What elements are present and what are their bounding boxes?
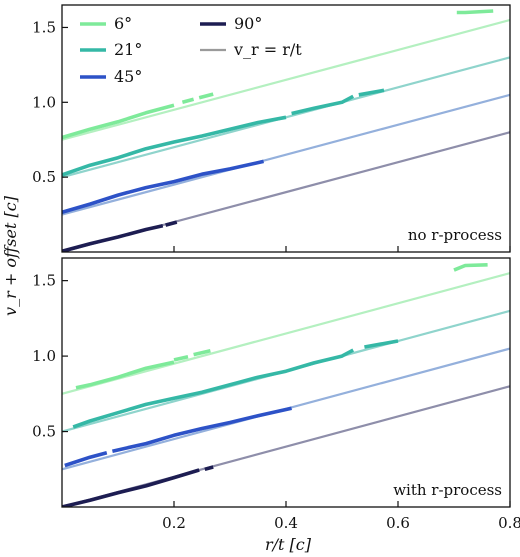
series-2-segment-0 xyxy=(62,159,264,215)
series-1-segment-1 xyxy=(364,339,399,349)
series-0-segment-2 xyxy=(198,92,214,100)
y-axis-label: v_r + offset [c] xyxy=(1,195,20,316)
reference-line-2 xyxy=(62,93,510,216)
x-tick-label-0: 0.2 xyxy=(162,514,186,532)
legend-label-2: 45° xyxy=(114,67,142,86)
series-0-segment-0 xyxy=(75,360,175,390)
legend-label-0: 6° xyxy=(114,14,132,33)
series-0-segment-2 xyxy=(193,349,211,357)
y-tick-label-2: 1.5 xyxy=(32,18,56,36)
series-3-segment-1 xyxy=(204,465,214,472)
panel-label: with r-process xyxy=(393,481,502,499)
series-3-segment-0 xyxy=(62,468,200,507)
x-axis-label: r/t [c] xyxy=(265,535,312,554)
legend-label-4: v_r = r/t xyxy=(233,40,302,59)
series-0-segment-1 xyxy=(181,97,195,105)
series-0-segment-0 xyxy=(62,103,175,140)
series-0-segment-1 xyxy=(173,355,189,362)
plot-area xyxy=(62,9,510,252)
y-tick-label-1: 1.0 xyxy=(32,347,56,365)
x-tick-label-1: 0.4 xyxy=(274,514,298,532)
top-panel: 0.5 1.0 1.5 no r-process xyxy=(32,4,511,253)
series-0-segment-3 xyxy=(456,9,494,15)
y-tick-label-0: 0.5 xyxy=(32,168,56,186)
series-3-segment-1 xyxy=(165,220,178,227)
reference-line-0 xyxy=(62,272,510,395)
series-2-segment-1 xyxy=(112,406,292,453)
plot-area xyxy=(62,263,510,507)
reference-line-0 xyxy=(62,18,510,141)
legend: 6° 21° 45° 90° v_r = r/t xyxy=(80,14,302,86)
series-1-segment-0 xyxy=(62,115,287,177)
panel-label: no r-process xyxy=(408,226,502,244)
x-tick-label-2: 0.6 xyxy=(386,514,410,532)
y-tick-label-1: 1.0 xyxy=(32,93,56,111)
legend-label-1: 21° xyxy=(114,40,142,59)
series-1-segment-2 xyxy=(358,88,385,97)
series-0-segment-3 xyxy=(453,263,488,272)
series-1-segment-1 xyxy=(291,94,355,116)
reference-line-1 xyxy=(62,56,510,179)
axes-frame xyxy=(61,257,511,508)
bottom-panel: 0.2 0.4 0.6 0.8 0.5 1.0 1.5 with r-process xyxy=(32,257,520,532)
legend-label-3: 90° xyxy=(234,14,262,33)
series-3-segment-0 xyxy=(62,224,164,252)
y-tick-label-0: 0.5 xyxy=(32,423,56,441)
series-2-segment-0 xyxy=(64,450,108,468)
x-tick-label-3: 0.8 xyxy=(498,514,520,532)
y-tick-label-2: 1.5 xyxy=(32,272,56,290)
series-1-segment-0 xyxy=(72,348,355,429)
